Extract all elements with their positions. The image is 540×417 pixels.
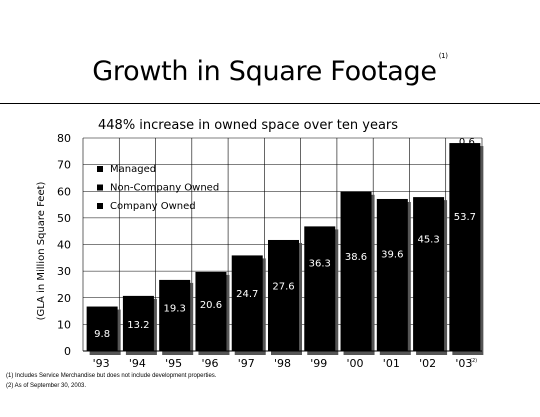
legend-marker: [97, 184, 103, 191]
data-labels: 9.8 13.2 19.3 20.6 24.7 27.6 36.3 38.6 39.6 45.3 5…: [94, 137, 476, 340]
title-footnote-marker: (1): [438, 52, 448, 60]
page-title: Growth in Square Footage (1): [0, 52, 540, 87]
y-tick-label: 70: [57, 159, 71, 172]
legend-label: Company Owned: [110, 201, 196, 212]
x-tick-label: '02: [419, 357, 436, 370]
title-divider: [0, 103, 540, 104]
y-tick-label: 10: [57, 318, 71, 331]
y-tick-label: 80: [57, 132, 71, 145]
bar: [449, 143, 481, 351]
bar: [304, 226, 336, 351]
x-tick-label: '00: [347, 357, 364, 370]
bar: [231, 255, 263, 351]
bar-value-label: 38.6: [345, 252, 367, 263]
bar-value-label: 20.6: [200, 300, 222, 311]
title-text: Growth in Square Footage: [92, 56, 437, 87]
bar: [413, 197, 445, 351]
bar-value-label: 53.7: [454, 212, 476, 223]
bar: [86, 306, 118, 351]
x-tick-label: '03: [455, 357, 472, 370]
legend: Managed Non-Company Owned Company Owned: [97, 164, 219, 212]
x-tick-label: '93: [93, 357, 110, 370]
legend-marker: [97, 166, 103, 172]
footnote-2: (2) As of September 30, 2003.: [6, 383, 87, 389]
footnote-1: (1) Includes Service Merchandise but doe…: [6, 373, 217, 379]
footnotes: (1) Includes Service Merchandise but doe…: [6, 371, 216, 391]
bar-value-label: 24.7: [236, 289, 258, 300]
y-tick-label: 20: [57, 292, 71, 305]
bar-value-label: 45.3: [417, 234, 439, 245]
bar-value-label: 9.8: [94, 329, 110, 340]
x-tick-label: '96: [201, 357, 218, 370]
y-tick-label: 0: [64, 345, 71, 358]
x-tick-label: '94: [129, 357, 146, 370]
chart-title: 448% increase in owned space over ten ye…: [98, 118, 399, 133]
x-tick-label: '99: [310, 357, 327, 370]
bar-value-label: 13.2: [127, 320, 149, 331]
bar-value-label: 19.3: [164, 304, 186, 315]
x-tick-label: '98: [274, 357, 291, 370]
bar: [376, 198, 408, 351]
last-category-note: (2): [470, 358, 477, 364]
y-tick-label: 50: [57, 212, 71, 225]
bar: [268, 239, 299, 351]
y-tick-label: 30: [57, 265, 71, 278]
bar-value-label: 39.6: [381, 250, 403, 261]
bars: [86, 143, 484, 355]
bar: [340, 191, 372, 351]
bar-value-label: 36.3: [309, 258, 331, 269]
bar: [195, 271, 227, 351]
x-tick-label: '95: [165, 357, 182, 370]
y-tick-label: 40: [57, 239, 71, 252]
x-tick-label: '01: [383, 357, 400, 370]
y-tick-label: 60: [57, 185, 71, 198]
top-segment-label: 0.6: [459, 137, 475, 148]
legend-label: Managed: [110, 164, 156, 175]
x-tick-label: '97: [238, 357, 255, 370]
axes: 0 10 20 30 40 50 60 70 80 '93 '94 '95 '96 '97 '98 '99 '0…: [57, 132, 482, 370]
bar-value-label: 27.6: [272, 282, 294, 293]
bar: [159, 279, 191, 351]
legend-label: Non-Company Owned: [110, 183, 219, 194]
bar: [122, 295, 154, 351]
y-axis-label: (GLA in Million Square Feet): [36, 181, 47, 320]
legend-marker: [97, 203, 103, 209]
